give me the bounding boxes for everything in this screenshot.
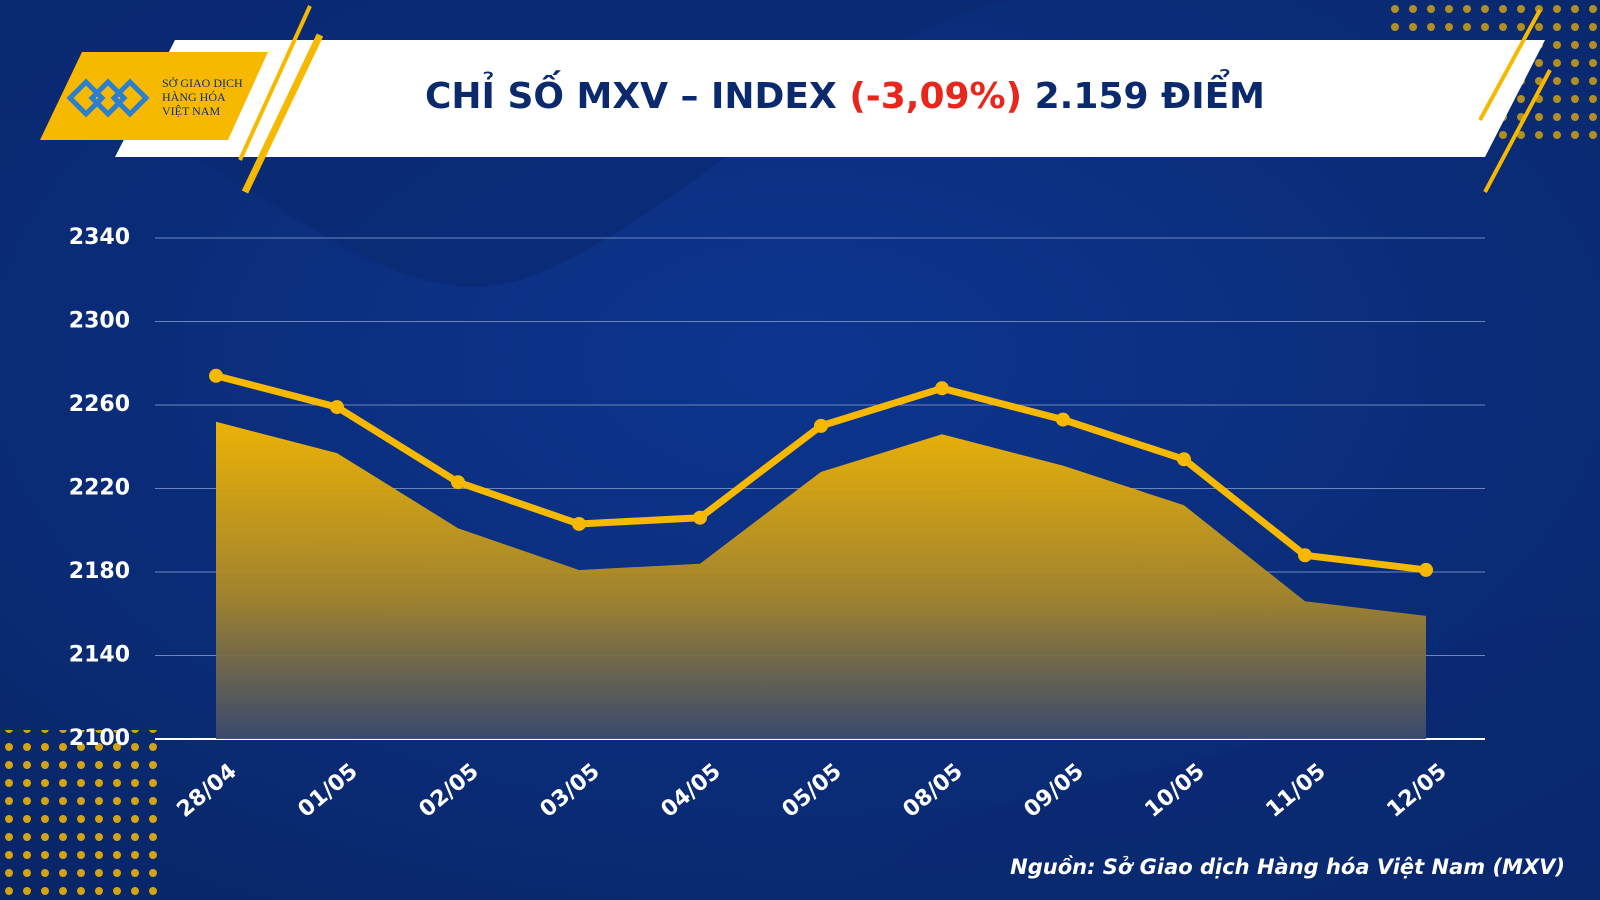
point — [572, 516, 586, 531]
y-tick-label: 2220 — [69, 476, 130, 501]
title-value: 2.159 ĐIỂM — [1035, 69, 1265, 117]
logo-icon — [66, 78, 150, 118]
y-tick-label: 2340 — [69, 225, 130, 250]
decor-line — [241, 33, 324, 194]
title-change: (-3,09%) — [849, 76, 1022, 117]
title-main: CHỈ SỐ MXV – INDEX — [425, 70, 837, 117]
decor-line — [238, 5, 312, 161]
point — [1298, 548, 1312, 563]
point — [693, 510, 707, 525]
point — [1419, 562, 1433, 577]
point — [209, 368, 223, 383]
point — [451, 475, 465, 490]
point — [814, 418, 828, 433]
logo-text: SỞ GIAO DỊCH — [162, 76, 243, 90]
title-banner — [115, 40, 1545, 157]
point — [330, 400, 344, 415]
y-tick-label: 2300 — [69, 309, 130, 334]
point — [1177, 452, 1191, 467]
logo-text: VIỆT NAM — [162, 104, 220, 118]
decor-line — [1478, 9, 1542, 121]
y-tick-label: 2100 — [69, 726, 130, 751]
area — [216, 421, 1426, 739]
decor-line — [1483, 69, 1552, 193]
dots-decor — [0, 730, 160, 900]
y-tick-label: 2260 — [69, 392, 130, 417]
chart-title: CHỈ SỐ MXV – INDEX (-3,09%) 2.159 ĐIỂM — [425, 69, 1265, 117]
y-tick-label: 2140 — [69, 643, 130, 668]
point — [1056, 412, 1070, 427]
source-note: Nguồn: Sở Giao dịch Hàng hóa Việt Nam (M… — [1010, 855, 1565, 879]
logo-box — [40, 52, 268, 140]
logo-text: HÀNG HÓA — [162, 90, 226, 104]
y-tick-label: 2180 — [69, 559, 130, 584]
point — [935, 381, 949, 396]
